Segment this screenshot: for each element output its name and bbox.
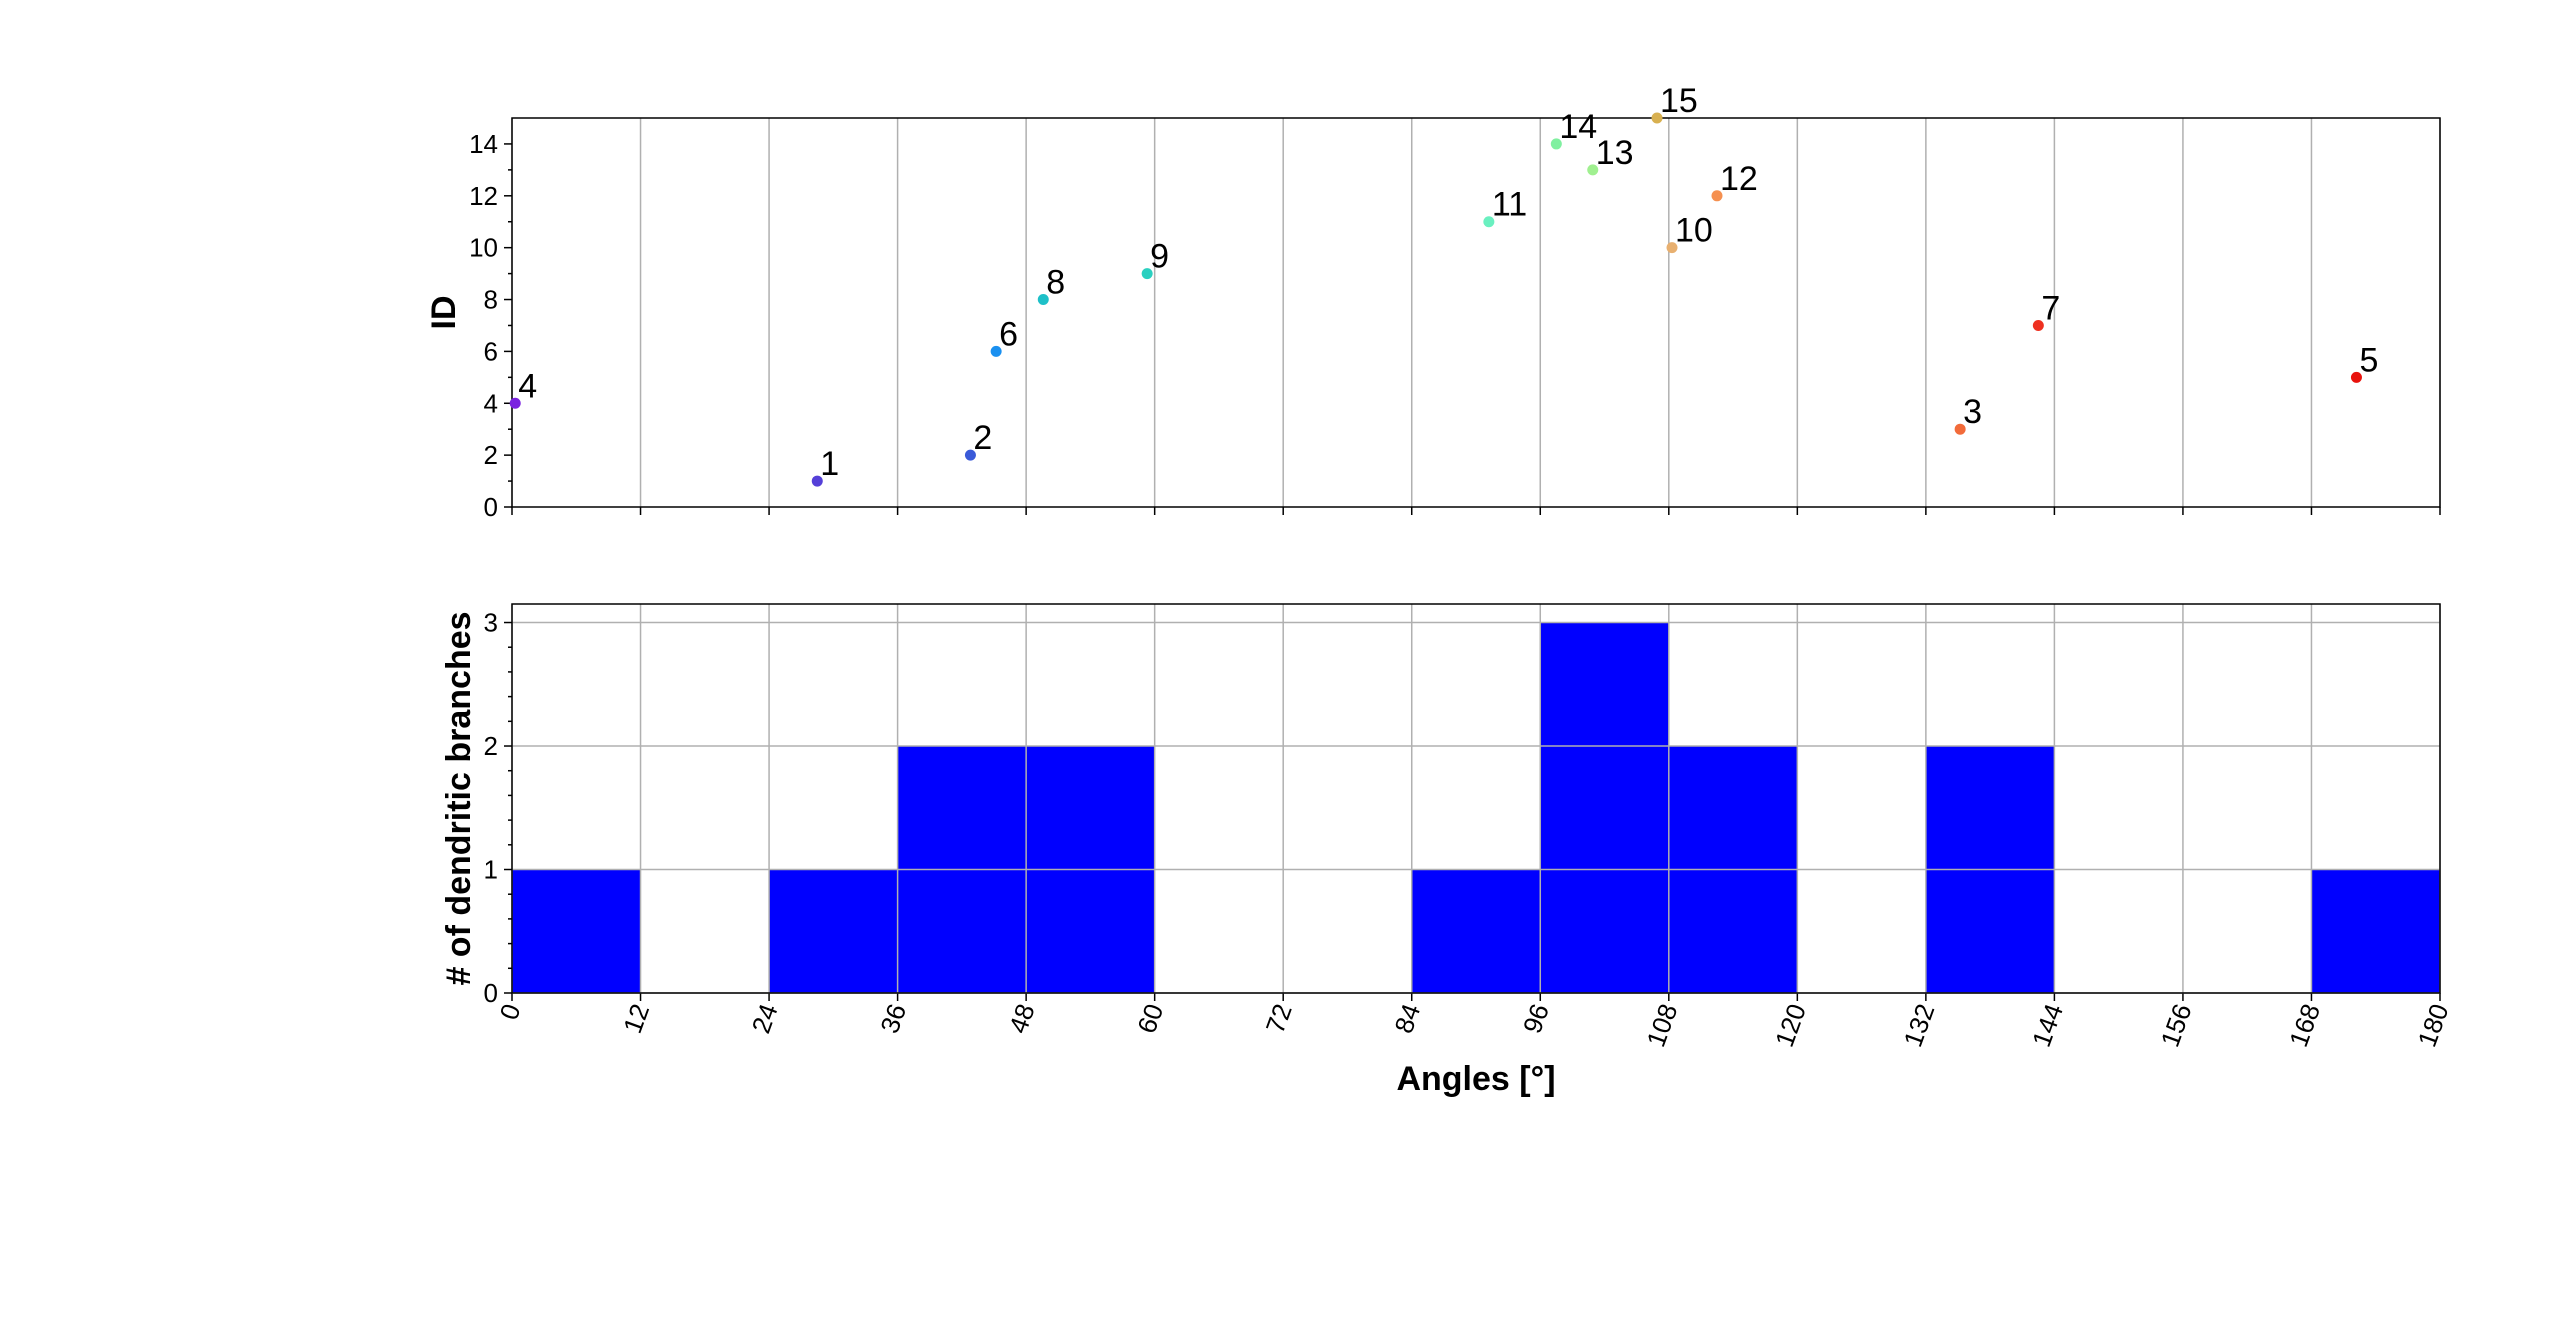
histogram-bar — [2311, 869, 2440, 993]
histogram-bar — [769, 869, 898, 993]
scatter-point — [811, 475, 823, 487]
scatter-point-label: 10 — [1675, 212, 1713, 250]
scatter-y-tick-label: 6 — [484, 336, 498, 366]
scatter-y-tick-label: 4 — [484, 388, 498, 418]
histogram-x-tick-label: 36 — [874, 1000, 912, 1037]
histogram-x-tick-label: 156 — [2155, 1000, 2198, 1051]
scatter-point-label: 3 — [1963, 393, 1982, 431]
histogram-x-tick-label: 12 — [617, 1000, 655, 1037]
histogram-bar — [1540, 622, 1669, 993]
histogram-x-tick-label: 108 — [1640, 1000, 1683, 1051]
histogram-x-tick-label: 132 — [1897, 1000, 1940, 1051]
scatter-point — [1651, 112, 1663, 124]
histogram-bar — [512, 869, 641, 993]
scatter-point-label: 2 — [973, 419, 992, 457]
scatter-point — [1587, 164, 1599, 176]
scatter-y-tick-label: 12 — [469, 181, 498, 211]
scatter-point-label: 6 — [999, 315, 1018, 353]
scatter-y-tick-label: 14 — [469, 129, 498, 159]
scatter-point-label: 9 — [1150, 238, 1169, 276]
histogram-x-tick-label: 0 — [493, 1000, 526, 1024]
scatter-point — [1037, 294, 1049, 306]
scatter-point — [2032, 319, 2044, 331]
scatter-y-axis-title: ID — [425, 296, 463, 330]
scatter-point-label: 1 — [820, 445, 839, 483]
histogram-x-tick-label: 24 — [746, 1000, 784, 1037]
histogram-bar — [1411, 869, 1541, 993]
scatter-y-tick-label: 8 — [484, 285, 498, 315]
scatter-point-label: 12 — [1720, 160, 1758, 198]
histogram-y-tick-label: 2 — [484, 731, 498, 761]
scatter-point-label: 4 — [518, 367, 537, 405]
histogram-x-tick-label: 144 — [2026, 1000, 2069, 1051]
scatter-point — [990, 345, 1002, 357]
histogram-x-tick-label: 72 — [1260, 1000, 1298, 1037]
scatter-point-label: 11 — [1492, 186, 1527, 224]
scatter-point-label: 8 — [1046, 264, 1065, 302]
scatter-point — [1141, 268, 1153, 280]
histogram-x-tick-label: 48 — [1003, 1000, 1041, 1037]
histogram-y-axis-title: # of dendritic branches — [440, 611, 478, 985]
scatter-point — [509, 397, 521, 409]
histogram-x-axis-title: Angles [°] — [1396, 1060, 1555, 1098]
scatter-point — [1483, 216, 1495, 228]
scatter-y-tick-label: 2 — [484, 440, 498, 470]
scatter-frame — [511, 117, 2441, 508]
histogram-x-tick-label: 120 — [1769, 1000, 1812, 1051]
histogram-frame — [511, 603, 2441, 994]
scatter-point-label: 13 — [1596, 134, 1634, 172]
scatter-point-label: 14 — [1559, 108, 1597, 146]
histogram-x-tick-label: 180 — [2412, 1000, 2455, 1051]
scatter-point-label: 7 — [2041, 289, 2060, 327]
histogram-y-tick-label: 0 — [484, 978, 498, 1008]
histogram-x-tick-label: 168 — [2283, 1000, 2326, 1051]
scatter-point-label: 15 — [1660, 82, 1698, 120]
scatter-point — [1711, 190, 1723, 202]
histogram-y-tick-label: 1 — [484, 855, 498, 885]
scatter-point — [1666, 242, 1678, 254]
scatter-point-label: 5 — [2359, 341, 2378, 379]
histogram-x-tick-label: 84 — [1388, 1000, 1426, 1037]
scatter-y-tick-label: 10 — [469, 233, 498, 263]
histogram-x-tick-label: 96 — [1517, 1000, 1555, 1037]
histogram-y-tick-label: 3 — [484, 608, 498, 638]
histogram-x-tick-label: 60 — [1131, 1000, 1169, 1037]
scatter-point — [2350, 371, 2362, 383]
scatter-y-tick-label: 0 — [484, 492, 498, 522]
scatter-point — [1550, 138, 1562, 150]
scatter-point — [964, 449, 976, 461]
scatter-point — [1954, 423, 1966, 435]
